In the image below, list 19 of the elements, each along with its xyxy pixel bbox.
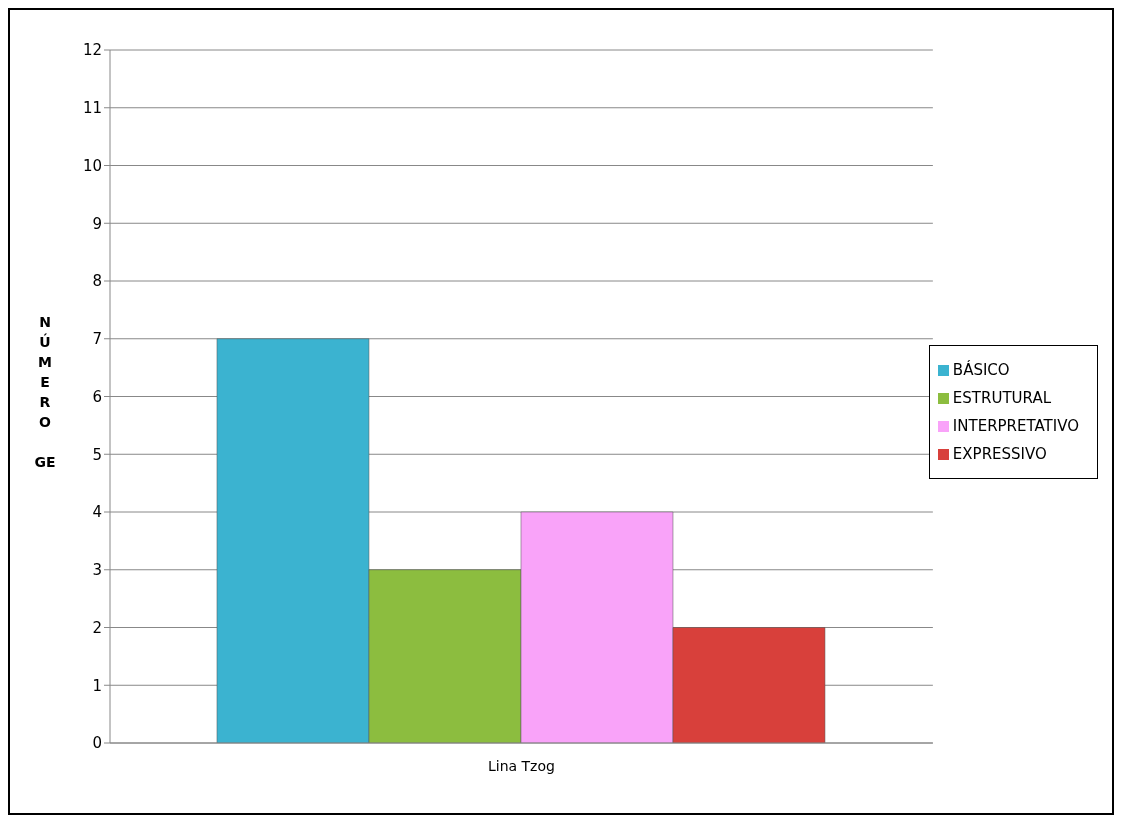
y-tick-label: 0: [92, 734, 102, 753]
y-tick-label: 11: [82, 99, 102, 118]
y-tick-label: 12: [82, 41, 102, 60]
y-tick-label: 8: [92, 272, 102, 291]
y-tick-label: 3: [92, 561, 102, 580]
legend-label: BÁSICO: [952, 360, 1010, 379]
y-tick-label: 6: [92, 387, 102, 406]
y-tick-label: 1: [92, 676, 102, 695]
y-tick-label: 2: [92, 618, 102, 637]
text: NÚMERO GE: [34, 313, 56, 470]
y-tick-label: 9: [92, 214, 102, 233]
y-tick-label: 5: [92, 445, 102, 464]
x-tick-label: Lina Tzog: [487, 757, 555, 774]
y-tick-label: 10: [82, 156, 102, 175]
legend-label: ESTRUTURAL: [952, 388, 1051, 407]
y-tick-label: 4: [92, 503, 102, 522]
legend-label: INTERPRETATIVO: [952, 416, 1079, 435]
y-tick-label: 7: [92, 330, 102, 349]
legend-label: EXPRESSIVO: [952, 444, 1047, 463]
